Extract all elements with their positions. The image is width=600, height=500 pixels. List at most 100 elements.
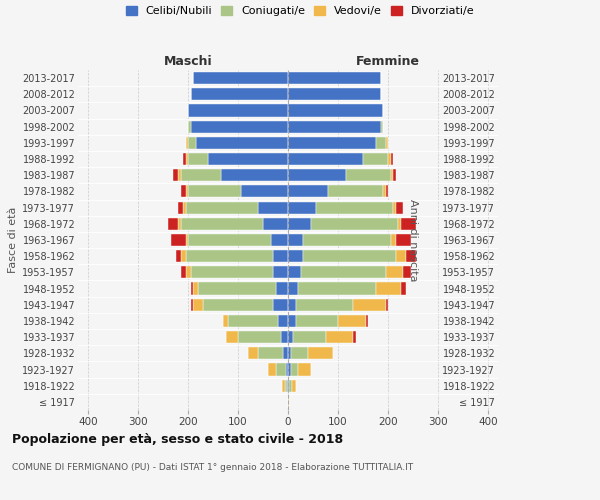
Bar xyxy=(185,153,188,165)
Bar xyxy=(293,331,325,343)
Bar xyxy=(288,202,316,213)
Bar xyxy=(393,169,395,181)
Bar xyxy=(292,380,296,392)
Bar xyxy=(316,202,393,213)
Bar xyxy=(173,169,178,181)
Bar xyxy=(391,153,393,165)
Bar xyxy=(288,186,328,198)
Bar xyxy=(288,315,296,327)
Bar xyxy=(188,234,271,246)
Bar xyxy=(188,186,241,198)
Bar xyxy=(289,380,292,392)
Bar xyxy=(193,298,203,311)
Bar xyxy=(181,250,185,262)
Bar xyxy=(181,218,263,230)
Bar xyxy=(288,250,303,262)
Bar xyxy=(193,282,198,294)
Bar xyxy=(365,315,368,327)
Bar xyxy=(191,298,193,311)
Bar xyxy=(363,153,388,165)
Bar xyxy=(325,331,353,343)
Bar xyxy=(185,202,258,213)
Bar xyxy=(287,380,288,392)
Y-axis label: Anni di nascita: Anni di nascita xyxy=(407,198,418,281)
Bar xyxy=(406,250,415,262)
Bar xyxy=(395,202,403,213)
Bar xyxy=(203,298,273,311)
Bar xyxy=(198,282,275,294)
Bar xyxy=(221,169,288,181)
Bar xyxy=(288,120,380,132)
Bar xyxy=(391,169,393,181)
Bar xyxy=(303,250,395,262)
Bar xyxy=(386,298,388,311)
Bar xyxy=(226,331,238,343)
Bar xyxy=(288,218,311,230)
Bar xyxy=(353,298,386,311)
Bar xyxy=(176,250,181,262)
Bar xyxy=(185,186,188,198)
Text: Maschi: Maschi xyxy=(164,56,212,68)
Bar xyxy=(191,120,288,132)
Bar xyxy=(181,186,185,198)
Bar xyxy=(185,234,188,246)
Bar xyxy=(286,364,288,376)
Bar xyxy=(303,234,391,246)
Bar xyxy=(398,218,401,230)
Bar xyxy=(288,331,293,343)
Bar xyxy=(288,169,346,181)
Bar xyxy=(178,218,181,230)
Bar xyxy=(401,282,406,294)
Bar xyxy=(241,186,288,198)
Bar xyxy=(288,104,383,117)
Bar xyxy=(181,169,221,181)
Bar xyxy=(248,348,258,360)
Bar xyxy=(282,380,284,392)
Bar xyxy=(395,234,410,246)
Bar xyxy=(275,282,288,294)
Bar xyxy=(388,153,391,165)
Bar xyxy=(298,364,311,376)
Bar xyxy=(188,104,288,117)
Bar xyxy=(386,186,388,198)
Bar xyxy=(391,234,395,246)
Bar xyxy=(185,137,188,149)
Bar xyxy=(298,282,376,294)
Bar xyxy=(284,380,287,392)
Text: COMUNE DI FERMIGNANO (PU) - Dati ISTAT 1° gennaio 2018 - Elaborazione TUTTITALIA: COMUNE DI FERMIGNANO (PU) - Dati ISTAT 1… xyxy=(12,462,413,471)
Bar xyxy=(288,396,289,408)
Bar xyxy=(296,298,353,311)
Bar xyxy=(338,315,365,327)
Bar xyxy=(196,137,288,149)
Bar xyxy=(288,153,363,165)
Bar xyxy=(273,298,288,311)
Bar xyxy=(393,202,395,213)
Bar xyxy=(288,364,290,376)
Bar xyxy=(188,137,196,149)
Bar xyxy=(288,266,301,278)
Bar xyxy=(401,218,415,230)
Bar xyxy=(288,88,380,101)
Bar xyxy=(168,218,178,230)
Bar xyxy=(308,348,333,360)
Bar xyxy=(395,250,406,262)
Bar xyxy=(288,298,296,311)
Bar xyxy=(223,315,228,327)
Bar xyxy=(191,282,193,294)
Bar xyxy=(346,169,391,181)
Bar xyxy=(383,186,386,198)
Text: Femmine: Femmine xyxy=(356,56,420,68)
Bar xyxy=(380,120,383,132)
Bar xyxy=(296,315,338,327)
Bar xyxy=(191,266,273,278)
Bar xyxy=(181,266,185,278)
Bar xyxy=(328,186,383,198)
Bar xyxy=(238,331,281,343)
Bar xyxy=(288,380,289,392)
Bar xyxy=(185,266,191,278)
Bar xyxy=(288,282,298,294)
Bar xyxy=(170,234,185,246)
Bar xyxy=(178,202,183,213)
Bar xyxy=(193,72,288,84)
Bar xyxy=(353,331,355,343)
